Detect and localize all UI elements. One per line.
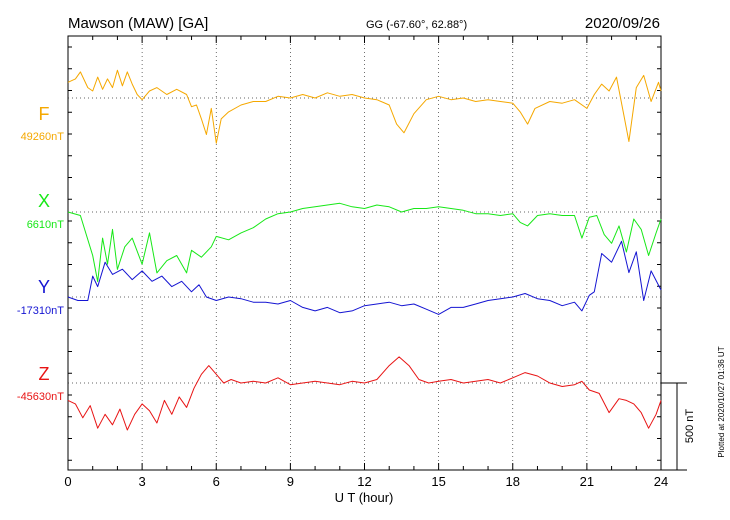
series-name-f: F <box>39 104 50 124</box>
x-tick-label: 3 <box>139 474 146 489</box>
series-name-z: Z <box>39 364 50 384</box>
series-baseline-f: 49260nT <box>21 131 65 143</box>
series-name-y: Y <box>38 277 50 297</box>
series-baseline-y: -17310nT <box>17 305 64 317</box>
station-title: Mawson (MAW) [GA] <box>68 15 208 32</box>
series-name-x: X <box>38 191 50 211</box>
x-tick-labels: 0 3 6 9 12 15 18 21 24 <box>64 474 668 489</box>
series-line-z <box>67 356 662 431</box>
x-tick-label: 6 <box>213 474 220 489</box>
grid <box>68 36 661 470</box>
series-baseline-x: 6610nT <box>27 219 65 231</box>
x-tick-label: 15 <box>431 474 445 489</box>
station-coordinates: GG (-67.60°, 62.88°) <box>366 19 467 31</box>
date-label: 2020/09/26 <box>585 15 660 32</box>
scale-bar-label: 500 nT <box>684 409 696 444</box>
series-line-f <box>67 69 662 144</box>
x-tick-label: 24 <box>654 474 668 489</box>
series-layer <box>67 69 662 431</box>
plotted-timestamp: Plotted at 2020/10/27 01:36 UT <box>717 346 726 457</box>
series-line-y <box>67 240 662 315</box>
series-baseline-z: -45630nT <box>17 391 64 403</box>
x-tick-label: 18 <box>506 474 520 489</box>
x-axis-label: U T (hour) <box>335 490 394 505</box>
x-tick-label: 12 <box>357 474 371 489</box>
series-labels: F 49260nT X 6610nT Y -17310nT Z -45630nT <box>17 104 64 403</box>
x-tick-label: 21 <box>580 474 594 489</box>
series-line-x <box>67 202 662 283</box>
x-tick-label: 0 <box>64 474 71 489</box>
x-tick-label: 9 <box>287 474 294 489</box>
